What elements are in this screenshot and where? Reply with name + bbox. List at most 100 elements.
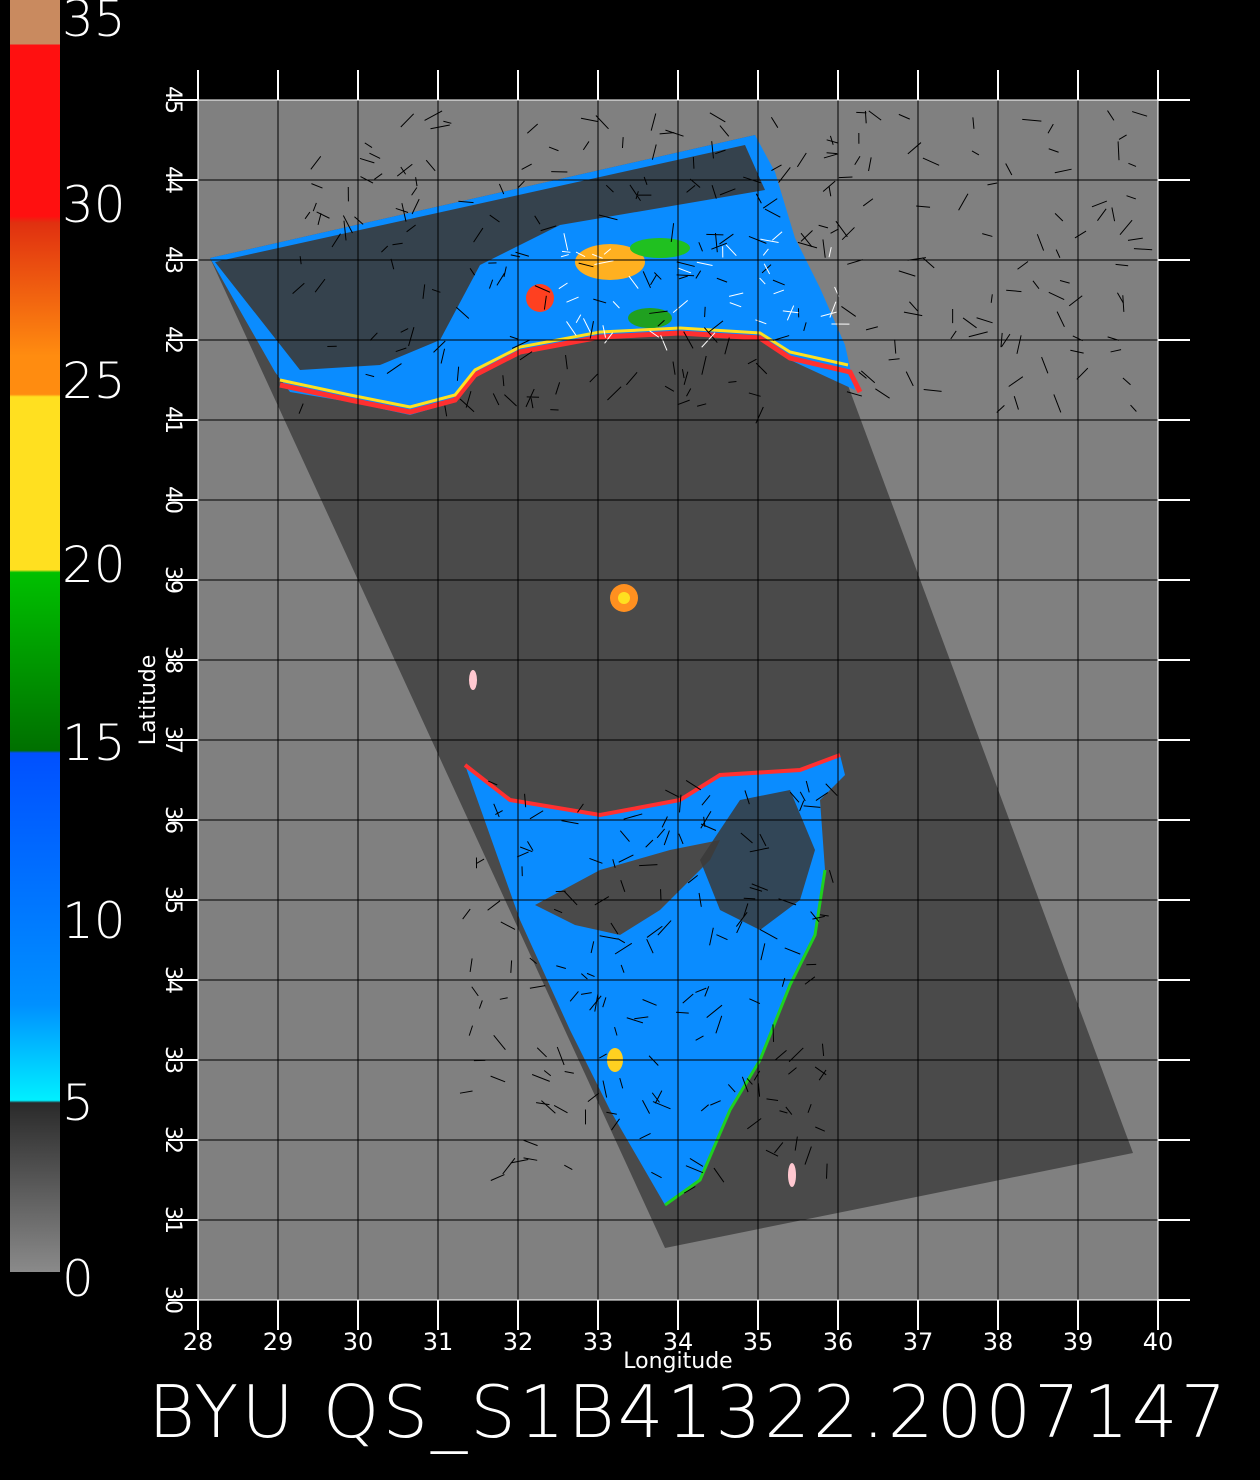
wind-vector [1128, 162, 1137, 167]
wind-vector [829, 135, 834, 145]
wind-vector [962, 317, 977, 329]
wind-vector [1047, 123, 1054, 134]
wind-vector [729, 302, 742, 308]
wind-vector [430, 124, 450, 130]
wind-vector [828, 870, 834, 883]
wind-vector [709, 927, 714, 946]
wind-vector [1013, 396, 1019, 410]
wind-vector [476, 858, 485, 864]
wind-vector [678, 275, 688, 280]
wind-vector [779, 1110, 788, 1114]
wind-vector [492, 393, 500, 406]
wind-vector [760, 238, 779, 244]
wind-vector [493, 803, 500, 818]
wind-vector [431, 288, 441, 293]
wind-vector [642, 1099, 651, 1114]
wind-vector [589, 373, 598, 383]
wind-vector [1005, 163, 1013, 176]
lon-tick-label: 33 [583, 1328, 614, 1356]
wind-vector [709, 112, 726, 123]
wind-vector [1006, 289, 1022, 293]
wind-vector [898, 270, 916, 277]
wind-vector [561, 250, 571, 253]
wind-vector [444, 405, 448, 417]
wind-vector [504, 394, 517, 407]
wind-vector [741, 1076, 749, 1093]
wind-vector [619, 1077, 624, 1089]
wind-vector [619, 830, 630, 842]
colorbar-label-15: 15 [62, 714, 126, 772]
wind-vector [755, 406, 764, 424]
wind-vector [620, 964, 625, 973]
wind-vector [1115, 263, 1129, 267]
wind-vector [828, 247, 832, 258]
wind-vector [823, 153, 838, 159]
wind-vector [818, 224, 829, 229]
wind-vector [556, 1046, 565, 1066]
wind-vector [594, 896, 610, 906]
wind-vector [496, 272, 505, 286]
wind-vector [594, 994, 599, 1012]
wind-vector [527, 841, 534, 851]
wind-vector [649, 310, 668, 314]
wind-vector [696, 261, 713, 267]
wind-vector [743, 903, 749, 917]
wind-vector [1074, 230, 1087, 239]
wind-vector [711, 242, 728, 250]
wind-vector [650, 113, 657, 131]
wind-vector [786, 305, 795, 321]
map-frame [197, 99, 1159, 1301]
wind-vector [856, 111, 867, 114]
wind-vector [1119, 219, 1133, 236]
wind-vector [860, 370, 876, 384]
wind-vector [700, 1104, 709, 1112]
wind-vector [605, 184, 614, 193]
wind-vector [746, 1078, 753, 1085]
wind-vector [815, 1126, 826, 1132]
wind-vector [292, 282, 305, 294]
wind-vector [1059, 280, 1070, 284]
wind-vector [788, 1067, 797, 1075]
wind-vector [635, 191, 639, 200]
wind-vector [639, 1133, 651, 1140]
wind-vector [743, 897, 756, 900]
wind-vector [364, 142, 373, 148]
wind-vector [488, 780, 498, 786]
wind-vector [755, 319, 767, 325]
wind-vector [698, 242, 703, 252]
pink-speck-2 [788, 1163, 796, 1187]
wind-vector [1097, 208, 1107, 222]
wind-vector [805, 780, 810, 793]
lon-tick-label: 37 [903, 1328, 934, 1356]
wind-vector [392, 242, 403, 246]
wind-vector [623, 813, 643, 820]
wind-vector [331, 233, 341, 248]
wind-vector [582, 318, 591, 333]
wind-vector [735, 912, 748, 927]
wind-vector [471, 986, 479, 997]
wind-vector [314, 278, 326, 293]
longitude-tick-labels: 28 29 30 31 32 33 34 35 36 37 38 39 40 [183, 1328, 1174, 1356]
lon-tick-label: 38 [983, 1328, 1014, 1356]
wind-vector [701, 355, 707, 375]
lat-tick-label: 37 [160, 726, 185, 754]
wind-vector [626, 371, 638, 386]
wind-vector [772, 1024, 775, 1042]
wind-vector [797, 241, 818, 249]
wind-vector [784, 947, 801, 955]
north-coast-edge [279, 330, 863, 415]
wind-vector [510, 960, 513, 973]
wind-vector [888, 358, 900, 361]
wind-vector [1056, 311, 1065, 328]
wind-vector [343, 220, 347, 241]
wind-vector [611, 1118, 620, 1131]
wind-vector [359, 157, 375, 164]
wind-vector [922, 157, 940, 166]
colorbar-label-10: 10 [62, 892, 126, 950]
lon-tick-label: 32 [503, 1328, 534, 1356]
satellite-swath [210, 135, 1133, 1248]
wind-vector [548, 146, 559, 152]
wind-vector [788, 1047, 804, 1063]
wind-vector [950, 330, 957, 340]
wind-vector [553, 908, 563, 914]
